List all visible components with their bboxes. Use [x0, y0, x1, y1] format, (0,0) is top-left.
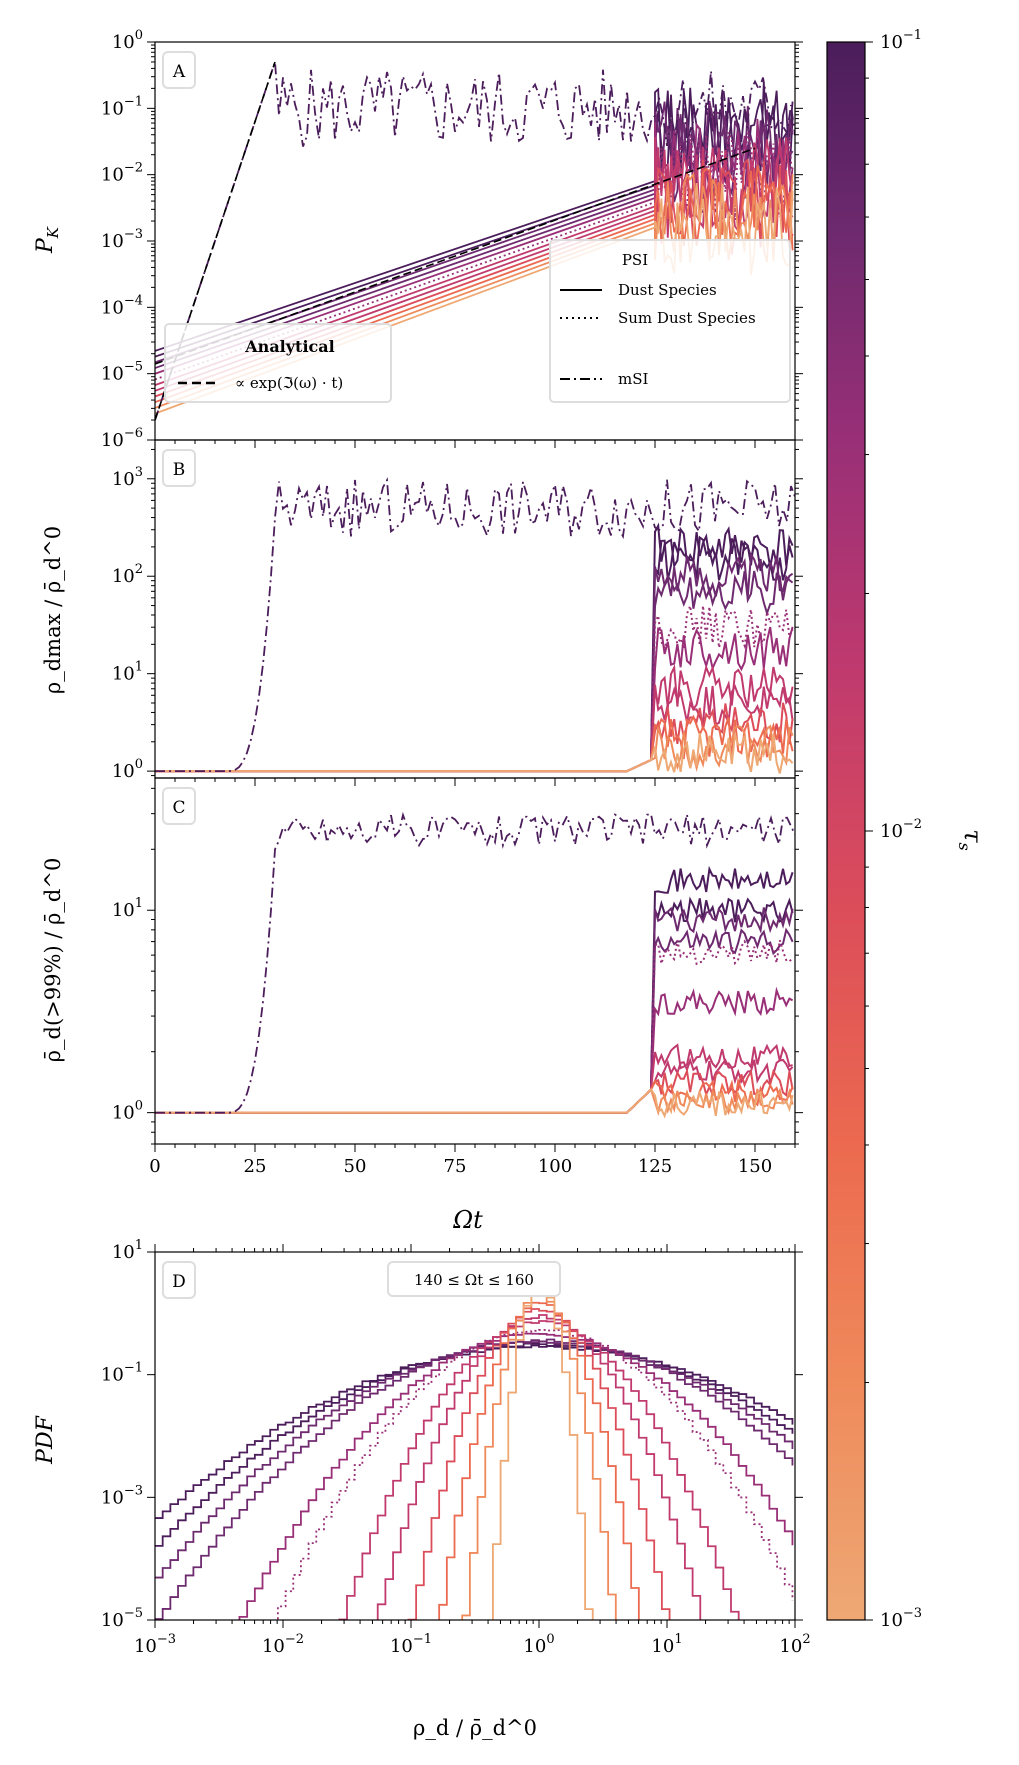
pdf-histogram: [438, 1301, 640, 1620]
panel-c-label: C: [172, 798, 185, 818]
psi-series-line: [155, 663, 794, 773]
pdf-histogram: [238, 1332, 794, 1620]
psi-series-line: [155, 626, 794, 773]
panel-d-annotation: 140 ≤ Ωt ≤ 160: [414, 1271, 534, 1289]
panel-a-ylabel: PK: [33, 226, 62, 254]
y-tick-label: 10−3: [101, 227, 143, 252]
panel-c: 100 101 0 25 50 75 100 125 150 C ρ̄_d(>99%) / ρ̄…: [41, 777, 803, 1234]
y-tick-label: 10−6: [101, 426, 143, 451]
panel-a: 100 10−1 10−2 10−3 10−4 10−5 10−6 A Analytical…: [33, 28, 803, 451]
x-tick-label: 102: [779, 1632, 810, 1657]
colorbar-tick-label: 10−1: [880, 28, 922, 53]
x-tick-label: 100: [523, 1632, 554, 1657]
panel-b-ylabel: ρ_dmax / ρ̄_d^0: [41, 526, 65, 694]
y-tick-label: 10−5: [101, 1606, 143, 1631]
panel-b: 100 101 102 103 B ρ_dmax / ρ̄_d^0: [41, 439, 803, 786]
pdf-histogram: [461, 1293, 617, 1620]
panel-a-label: A: [172, 62, 186, 82]
legend-entry-dust: Dust Species: [618, 281, 717, 299]
msi-line: [155, 61, 795, 421]
y-tick-label: 10−1: [101, 94, 143, 119]
colorbar-label: τs: [955, 829, 987, 851]
msi-line: [155, 477, 795, 773]
x-tick-label: 101: [651, 1632, 682, 1657]
pdf-histogram: [155, 1340, 794, 1579]
y-tick-label: 101: [112, 660, 143, 685]
colorbar: 10−1 10−2 10−3 τs: [826, 28, 987, 1631]
y-tick-label: 100: [112, 28, 143, 53]
y-tick-label: 100: [112, 1099, 143, 1124]
psi-series-line: [155, 158, 794, 398]
psi-series-line: [155, 1057, 794, 1114]
panel-b-label: B: [173, 460, 186, 480]
y-tick-label: 102: [112, 562, 143, 587]
colorbar-gradient: [826, 41, 866, 1621]
psi-series-line: [155, 939, 794, 1114]
x-tick-label: 100: [538, 1156, 572, 1177]
colorbar-tick-label: 10−3: [880, 1606, 922, 1631]
pdf-histogram: [407, 1308, 671, 1620]
legend-entry-sum: Sum Dust Species: [618, 309, 756, 327]
legend-main: PSI Dust Species Sum Dust Species mSI: [549, 239, 791, 403]
msi-line: [155, 811, 795, 1114]
psi-series-line: [155, 986, 794, 1114]
psi-series-line: [155, 906, 794, 1114]
legend-entry-msi: mSI: [618, 370, 648, 388]
psi-series-line: [155, 534, 794, 773]
colorbar-tick-label: 10−2: [880, 817, 922, 842]
pdf-histogram: [155, 1338, 794, 1620]
psi-series-line: [155, 1043, 793, 1114]
x-tick-label: 10−2: [262, 1632, 304, 1657]
psi-series-line: [155, 684, 794, 773]
x-tick-label: 75: [444, 1156, 467, 1177]
y-tick-label: 10−3: [101, 1483, 143, 1508]
shared-xlabel: Ωt: [452, 1206, 483, 1234]
y-tick-label: 103: [112, 465, 143, 490]
psi-series-line: [155, 724, 794, 773]
panel-d-ylabel: PDF: [33, 1415, 58, 1464]
psi-series-line: [155, 865, 794, 1114]
x-tick-label: 10−1: [390, 1632, 432, 1657]
psi-series-line: [155, 551, 794, 773]
x-tick-label: 50: [344, 1156, 367, 1177]
legend-analytical: Analytical ∝ exp(ℑ(ω) · t): [164, 323, 392, 403]
panel-d-label: D: [172, 1272, 186, 1292]
analytical-line: [155, 147, 756, 365]
y-tick-label: 101: [112, 896, 143, 921]
pdf-histogram: [492, 1282, 594, 1620]
x-tick-label: 0: [149, 1156, 160, 1177]
pdf-histogram: [376, 1314, 702, 1620]
panel-a-labelbox: [162, 51, 196, 89]
legend-main-title: PSI: [622, 251, 648, 269]
psi-series-line: [155, 570, 794, 773]
y-tick-label: 101: [112, 1238, 143, 1263]
psi-series-line: [155, 732, 794, 774]
x-tick-label: 125: [638, 1156, 672, 1177]
y-tick-label: 10−4: [101, 293, 143, 318]
x-tick-label: 25: [244, 1156, 267, 1177]
y-tick-label: 10−5: [101, 360, 143, 385]
psi-series-line: [155, 1088, 794, 1119]
y-tick-label: 100: [112, 757, 143, 782]
psi-series-line: [155, 1067, 794, 1114]
panel-d-xlabel: ρ_d / ρ̄_d^0: [413, 1716, 537, 1740]
legend-analytical-title: Analytical: [244, 337, 334, 356]
legend-analytical-entry: ∝ exp(ℑ(ω) · t): [235, 374, 343, 392]
psi-series-line: [155, 522, 794, 773]
psi-series-line: [155, 927, 794, 1114]
psi-series-line: [155, 1077, 794, 1114]
x-tick-label: 150: [738, 1156, 772, 1177]
panel-c-ylabel: ρ̄_d(>99%) / ρ̄_d^0: [41, 858, 65, 1063]
y-tick-label: 10−2: [101, 161, 143, 186]
y-tick-label: 10−1: [101, 1361, 143, 1386]
x-tick-label: 10−3: [134, 1632, 176, 1657]
